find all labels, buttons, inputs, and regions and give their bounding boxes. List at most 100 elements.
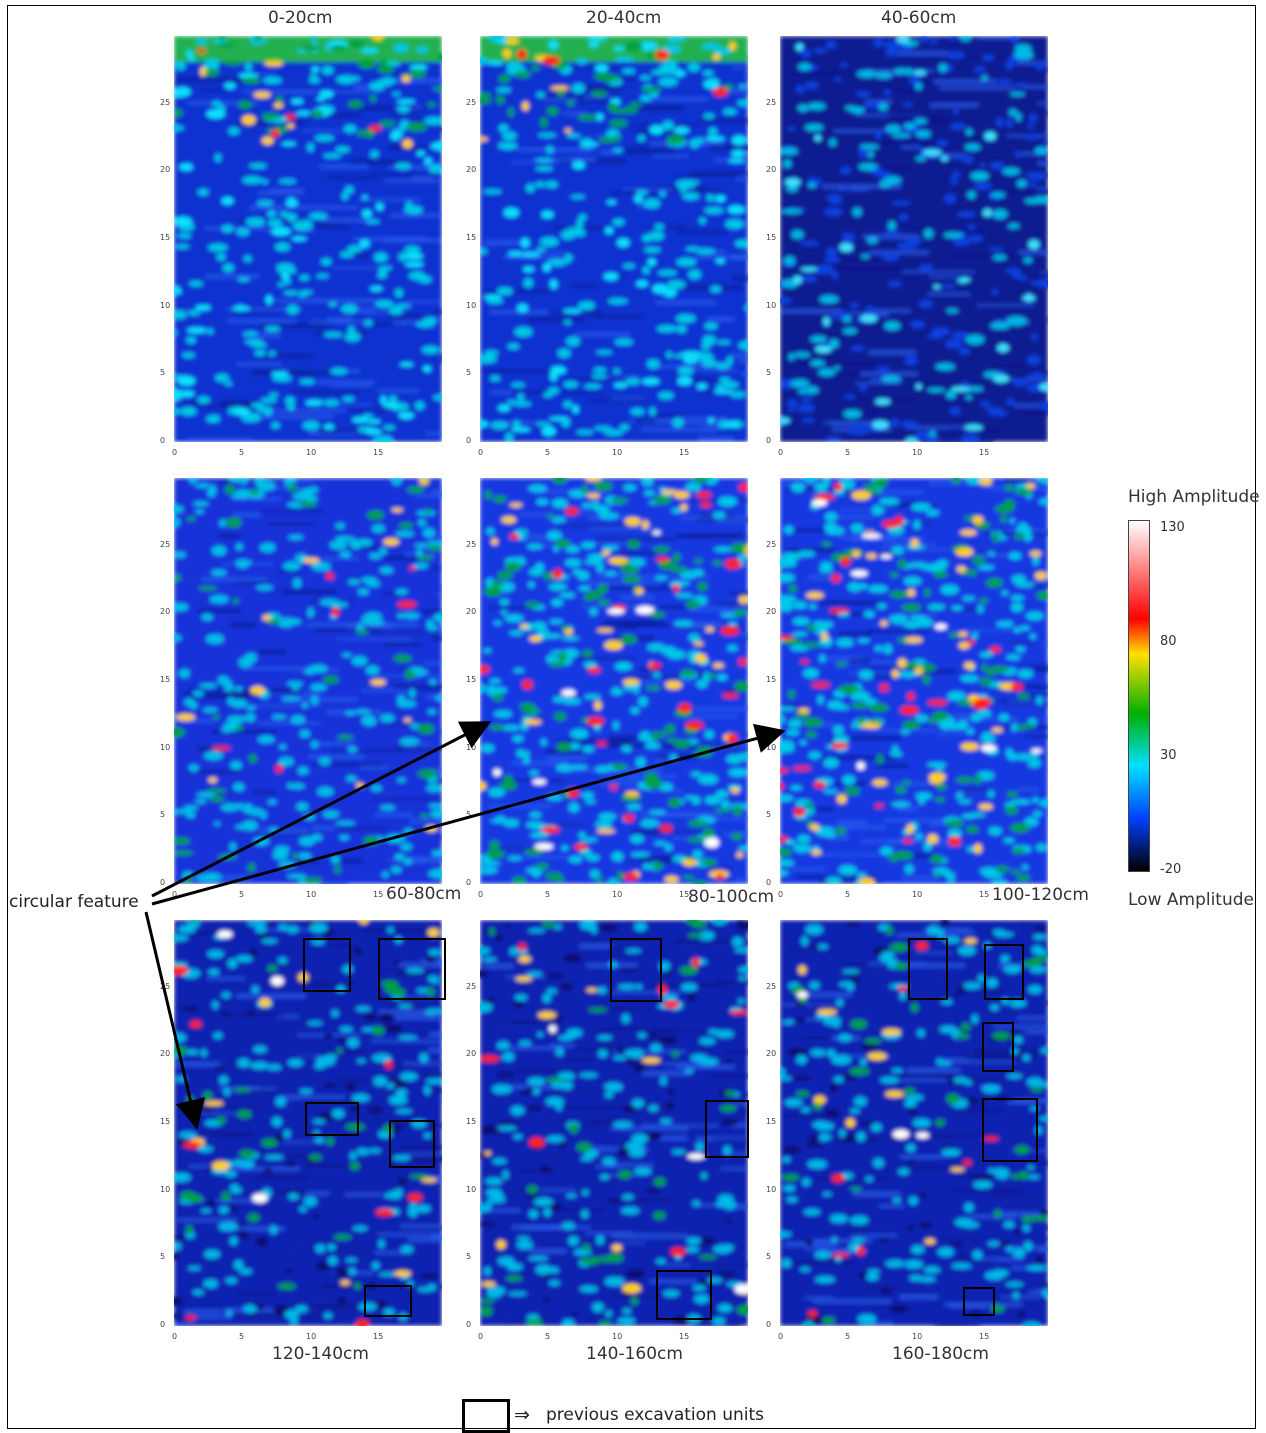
amplitude-colorbar [1128, 520, 1150, 872]
x-tick-label: 5 [239, 890, 245, 899]
legend-high-label: High Amplitude [1128, 487, 1260, 507]
x-tick-label: 15 [979, 1332, 990, 1341]
y-tick-label: 5 [160, 368, 166, 378]
gpr-slice-100-120cm [780, 478, 1048, 884]
x-tick-label: 5 [545, 1332, 551, 1341]
y-tick-label: 5 [160, 810, 166, 820]
y-tick-label: 25 [466, 981, 477, 991]
x-tick-label: 15 [679, 890, 690, 899]
y-tick-label: 20 [466, 165, 477, 175]
y-tick-label: 15 [160, 233, 171, 242]
y-tick-label: 20 [160, 165, 171, 175]
y-tick-label: 15 [160, 675, 171, 684]
y-tick-label: 10 [766, 300, 777, 310]
y-tick-label: 0 [766, 1320, 772, 1329]
y-tick-label: 15 [766, 675, 777, 684]
arrow-to-80-100 [151, 721, 492, 898]
y-tick-label: 20 [766, 607, 777, 617]
circular-feature-label: circular feature [9, 892, 139, 912]
y-tick-label: 20 [466, 607, 477, 617]
y-tick-label: 20 [766, 1049, 777, 1059]
y-tick-label: 0 [466, 436, 472, 445]
y-tick-label: 0 [160, 436, 166, 445]
depth-label-6: 120-140cm [272, 1344, 369, 1364]
gpr-slice-140-160cm [480, 920, 748, 1326]
y-tick-label: 15 [766, 1117, 777, 1126]
y-tick-label: 25 [766, 97, 777, 107]
y-tick-label: 25 [766, 539, 777, 549]
y-tick-label: 5 [466, 1252, 472, 1262]
x-tick-label: 15 [679, 448, 690, 457]
y-tick-label: 0 [766, 436, 772, 445]
y-tick-label: 5 [766, 368, 772, 378]
x-tick-label: 0 [172, 1332, 178, 1341]
x-tick-label: 10 [912, 448, 923, 457]
x-tick-label: 0 [778, 890, 784, 899]
y-tick-label: 25 [160, 97, 171, 107]
excavation-unit-box [364, 1285, 412, 1317]
x-tick-label: 5 [845, 1332, 851, 1341]
y-tick-label: 5 [766, 810, 772, 820]
y-tick-label: 15 [766, 233, 777, 242]
implies-arrow-icon: ⇒ [514, 1404, 530, 1426]
y-tick-label: 25 [160, 539, 171, 549]
y-tick-label: 25 [766, 981, 777, 991]
y-tick-label: 10 [160, 742, 171, 752]
x-tick-label: 15 [979, 890, 990, 899]
y-tick-label: 15 [466, 1117, 477, 1126]
excavation-unit-box [982, 1022, 1014, 1072]
excavation-unit-box [705, 1100, 749, 1158]
colorbar-tick-80: 80 [1160, 634, 1177, 649]
y-tick-label: 5 [160, 1252, 166, 1262]
y-tick-label: 0 [766, 878, 772, 887]
y-tick-label: 5 [466, 810, 472, 820]
x-tick-label: 15 [979, 448, 990, 457]
x-tick-label: 10 [912, 890, 923, 899]
x-tick-label: 5 [545, 890, 551, 899]
excavation-unit-box [908, 938, 948, 1000]
x-tick-label: 10 [306, 448, 317, 457]
gpr-slice-40-60cm [780, 36, 1048, 442]
gpr-slice-20-40cm [480, 36, 748, 442]
x-tick-label: 10 [306, 890, 317, 899]
colorbar-tick-minus20: -20 [1160, 862, 1182, 877]
depth-label-5: 100-120cm [992, 885, 1089, 905]
y-tick-label: 10 [466, 300, 477, 310]
y-tick-label: 0 [160, 878, 166, 887]
y-tick-label: 25 [466, 97, 477, 107]
y-tick-label: 15 [160, 1117, 171, 1126]
y-tick-label: 20 [766, 165, 777, 175]
x-tick-label: 10 [912, 1332, 923, 1341]
x-tick-label: 5 [845, 448, 851, 457]
excavation-unit-box [610, 938, 662, 1002]
depth-label-4: 80-100cm [688, 887, 775, 907]
y-tick-label: 10 [160, 300, 171, 310]
excavation-unit-box [982, 1098, 1038, 1162]
y-tick-label: 10 [466, 1184, 477, 1194]
gpr-slice-120-140cm [174, 920, 442, 1326]
colorbar-tick-130: 130 [1160, 520, 1185, 535]
excavation-legend-label: previous excavation units [546, 1405, 765, 1425]
excavation-unit-box [305, 1102, 359, 1136]
excavation-unit-box [963, 1287, 995, 1316]
y-tick-label: 20 [160, 1049, 171, 1059]
y-tick-label: 25 [466, 539, 477, 549]
x-tick-label: 5 [239, 1332, 245, 1341]
x-tick-label: 0 [478, 1332, 484, 1341]
x-tick-label: 0 [172, 448, 178, 457]
excavation-unit-box [389, 1120, 435, 1168]
x-tick-label: 10 [612, 448, 623, 457]
excavation-unit-box [656, 1270, 712, 1320]
x-tick-label: 5 [845, 890, 851, 899]
colorbar-tick-30: 30 [1160, 748, 1177, 763]
y-tick-label: 20 [160, 607, 171, 617]
x-tick-label: 0 [478, 448, 484, 457]
y-tick-label: 25 [160, 981, 171, 991]
arrow-to-120-140 [144, 911, 206, 1130]
x-tick-label: 0 [778, 1332, 784, 1341]
y-tick-label: 5 [466, 368, 472, 378]
x-tick-label: 15 [373, 1332, 384, 1341]
gpr-slice-0-20cm [174, 36, 442, 442]
arrow-to-100-120 [151, 723, 786, 906]
